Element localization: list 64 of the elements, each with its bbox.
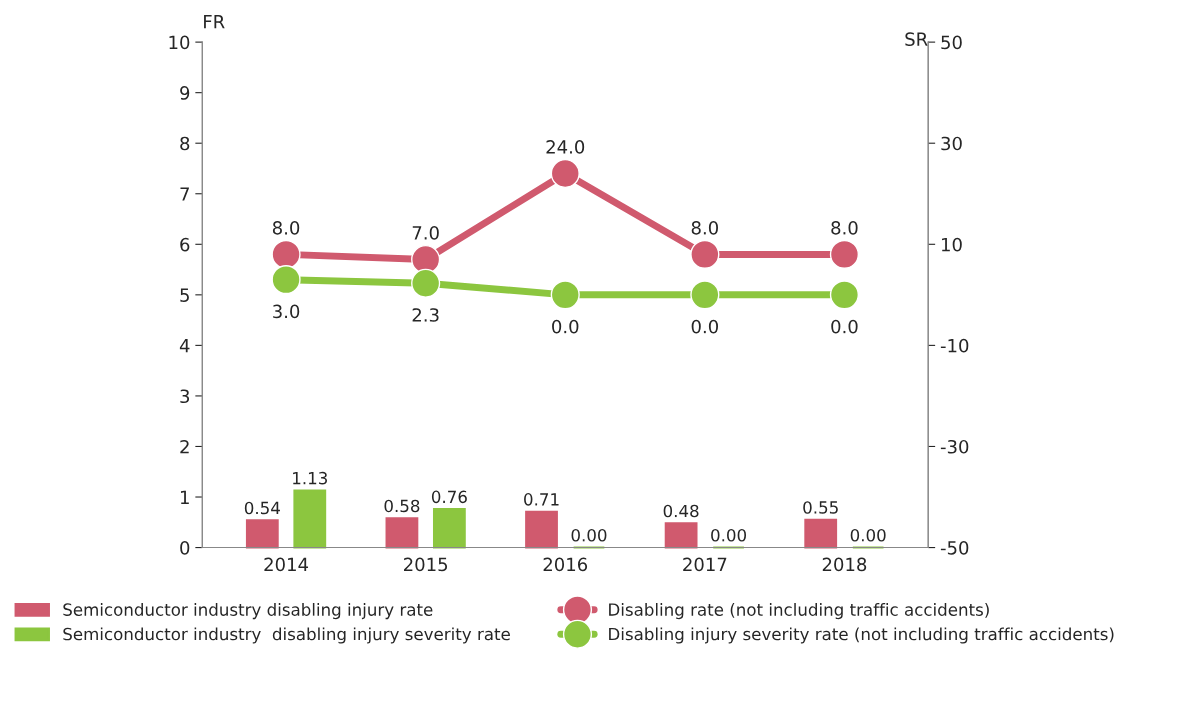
data-label: 3.0 [273,304,300,319]
data-label: 0.0 [691,319,718,334]
data-label: 0.58 [384,499,420,513]
y-tick-label: 10 [169,35,190,50]
data-label: 0.0 [831,319,858,334]
bar [293,489,327,549]
point [271,265,301,295]
point [829,239,860,269]
bar [664,522,698,549]
point [690,239,720,269]
y2-tick-label: -10 [940,338,969,353]
data-label: 0.00 [711,528,747,542]
data-label: 0.00 [571,528,607,542]
data-label: 24.0 [546,140,585,154]
x-tick-label: 2018 [822,557,867,572]
data-label: 1.13 [293,471,328,485]
data-label: 8.0 [831,220,858,235]
legend-label: Semiconductor industry disabling injury rate [63,603,433,620]
bar [525,510,558,549]
data-label: 0.0 [552,319,579,334]
data-label: 7.0 [412,226,439,240]
point [690,280,720,310]
data-label: 0.71 [524,493,559,506]
bar [432,508,466,549]
bar [245,519,279,549]
y-tick-label: 7 [180,187,189,201]
x-tick-label: 2015 [404,557,448,572]
y-tick-label: 2 [180,439,189,454]
y-tick-label: 6 [180,237,190,252]
y2-tick-label: -30 [940,439,969,454]
y-tick-label: 8 [180,136,190,151]
x-tick-label: 2016 [543,557,588,572]
legend-label: Semiconductor industry disabling injury severity rate [63,627,510,644]
point [271,239,301,269]
data-label: 0.54 [244,501,280,515]
point [829,280,860,310]
y2-tick-label: 50 [941,35,962,50]
y-tick-label: 9 [180,86,190,100]
data-label: 8.0 [272,220,300,235]
data-label: 2.3 [412,308,439,322]
legend-label: Disabling injury severity rate (not including traffic accidents) [609,627,1114,644]
data-label: 0.55 [803,501,838,514]
y2-tick-label: 30 [941,136,962,151]
y-axis-title: FR [204,15,225,29]
y-tick-label: 4 [179,339,190,353]
data-label: 0.76 [431,490,467,504]
point [550,158,580,189]
data-label: 8.0 [691,220,718,235]
point [411,268,441,298]
data-label: 0.00 [850,528,886,542]
y-tick-label: 3 [180,389,190,404]
y2-tick-label: -50 [940,541,969,555]
y-tick-label: 1 [180,490,189,504]
legend-label: Disabling rate (not including traffic accidents) [609,603,989,620]
bar [385,517,419,549]
y-tick-label: 0 [180,541,190,555]
data-label: 0.48 [663,504,699,518]
x-tick-label: 2014 [264,557,309,572]
bar [804,518,838,549]
point [550,280,580,310]
y2-axis-title: SR [905,32,928,46]
x-tick-label: 2017 [683,557,727,572]
y2-tick-label: 10 [941,237,962,252]
y-tick-label: 5 [180,288,189,302]
